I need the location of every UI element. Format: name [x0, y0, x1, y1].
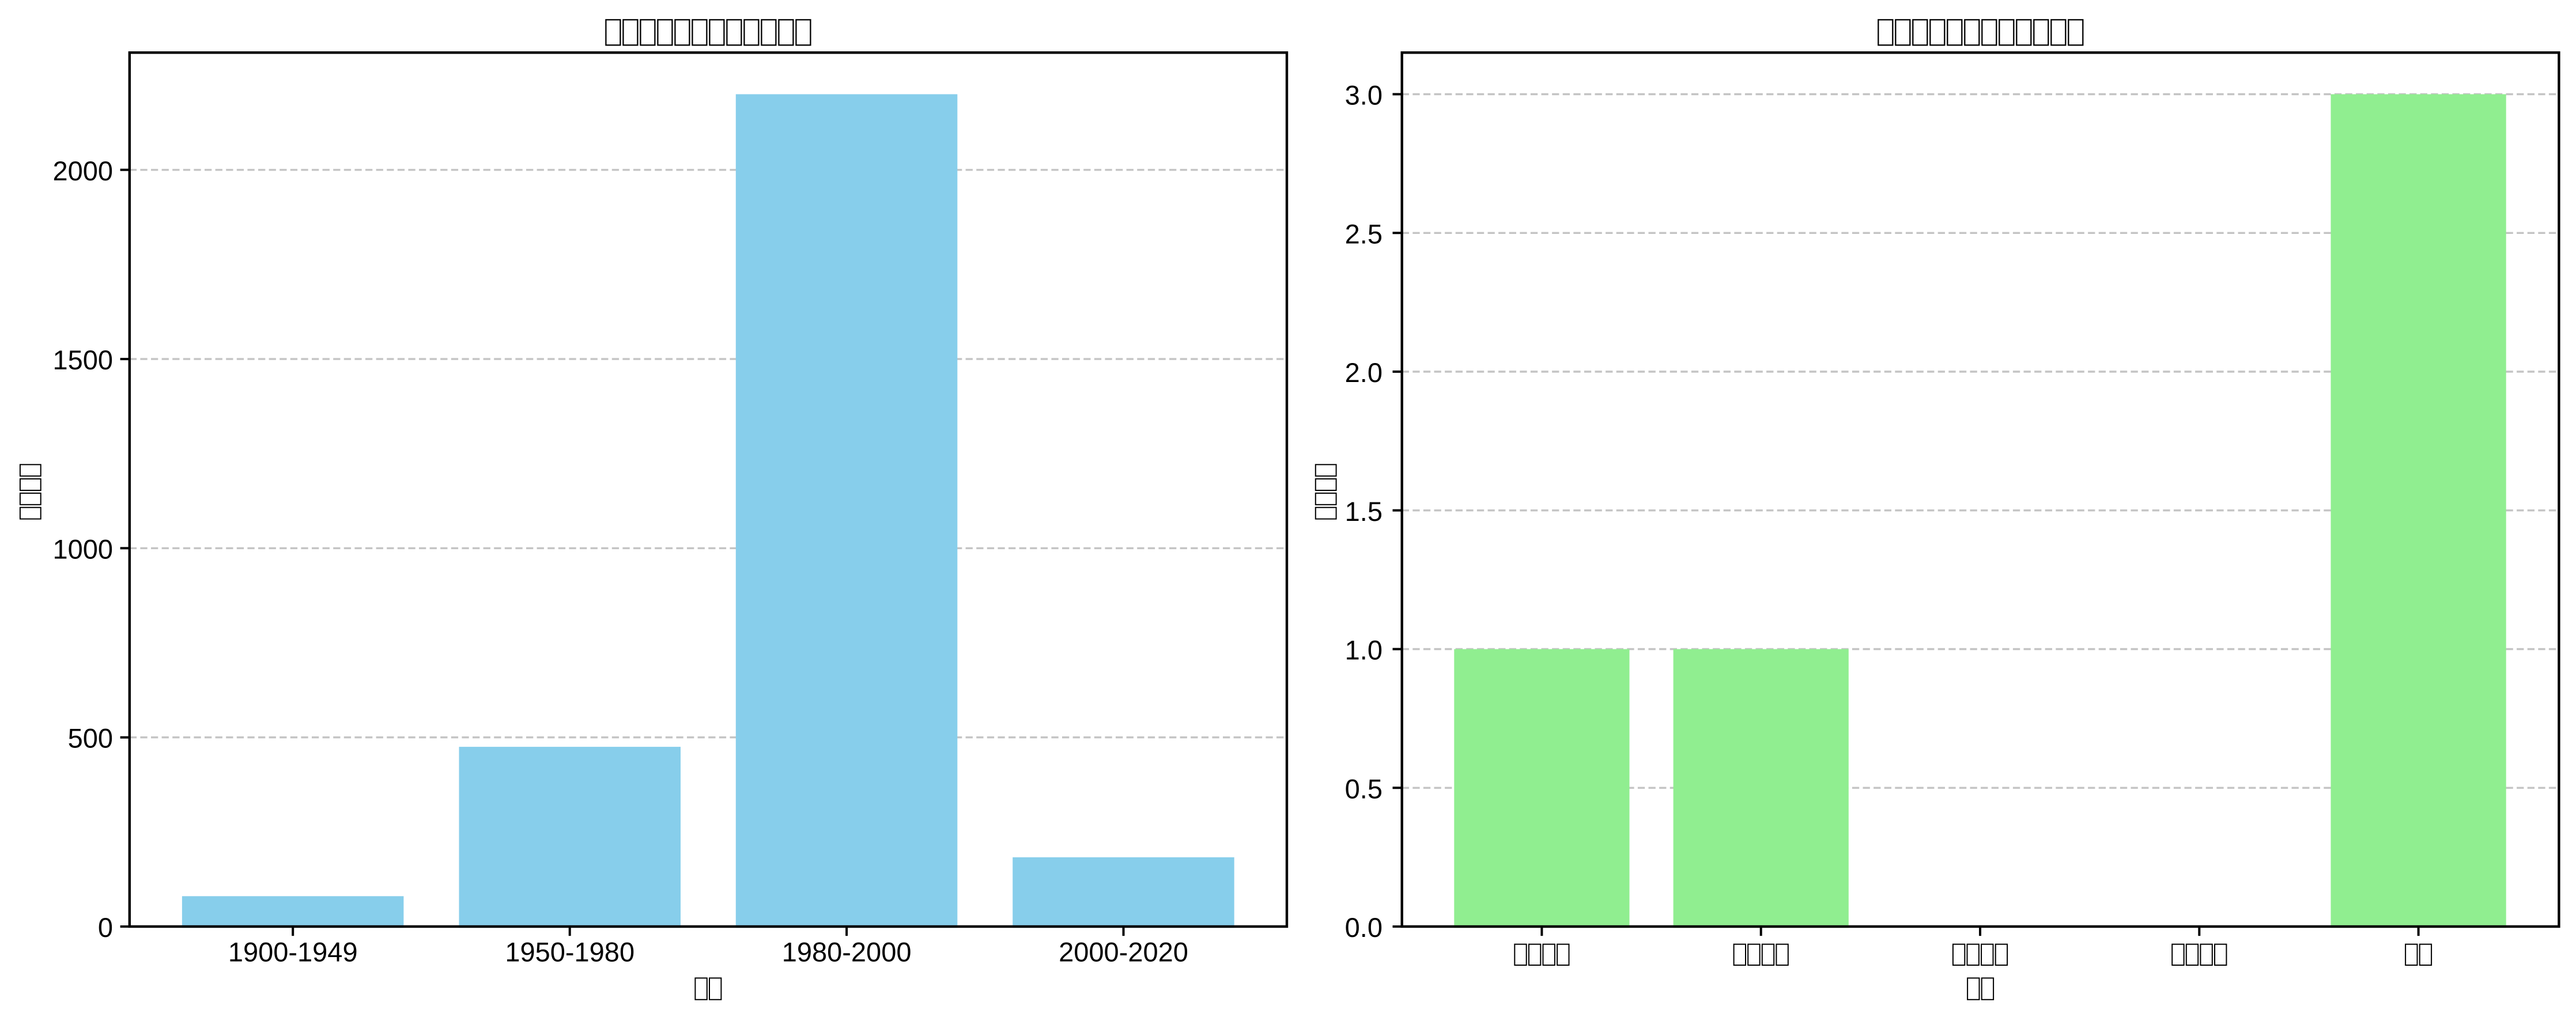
svg-text:2.0: 2.0 [1345, 357, 1383, 388]
svg-text:0.5: 0.5 [1345, 773, 1383, 804]
svg-text:1900-1949: 1900-1949 [228, 936, 358, 967]
svg-text:500: 500 [68, 723, 113, 754]
svg-text:3.0: 3.0 [1345, 80, 1383, 111]
svg-text:0.0: 0.0 [1345, 912, 1383, 943]
svg-text:1.0: 1.0 [1345, 635, 1383, 666]
svg-text:1950-1980: 1950-1980 [505, 936, 634, 967]
svg-text:2000: 2000 [52, 156, 113, 186]
svg-text:2.5: 2.5 [1345, 218, 1383, 249]
svg-text:0: 0 [98, 912, 113, 943]
svg-text:1.5: 1.5 [1345, 496, 1383, 527]
svg-text:1500: 1500 [52, 345, 113, 375]
svg-text:1980-2000: 1980-2000 [782, 936, 912, 967]
svg-text:2000-2020: 2000-2020 [1059, 936, 1188, 967]
svg-text:1000: 1000 [52, 534, 113, 564]
